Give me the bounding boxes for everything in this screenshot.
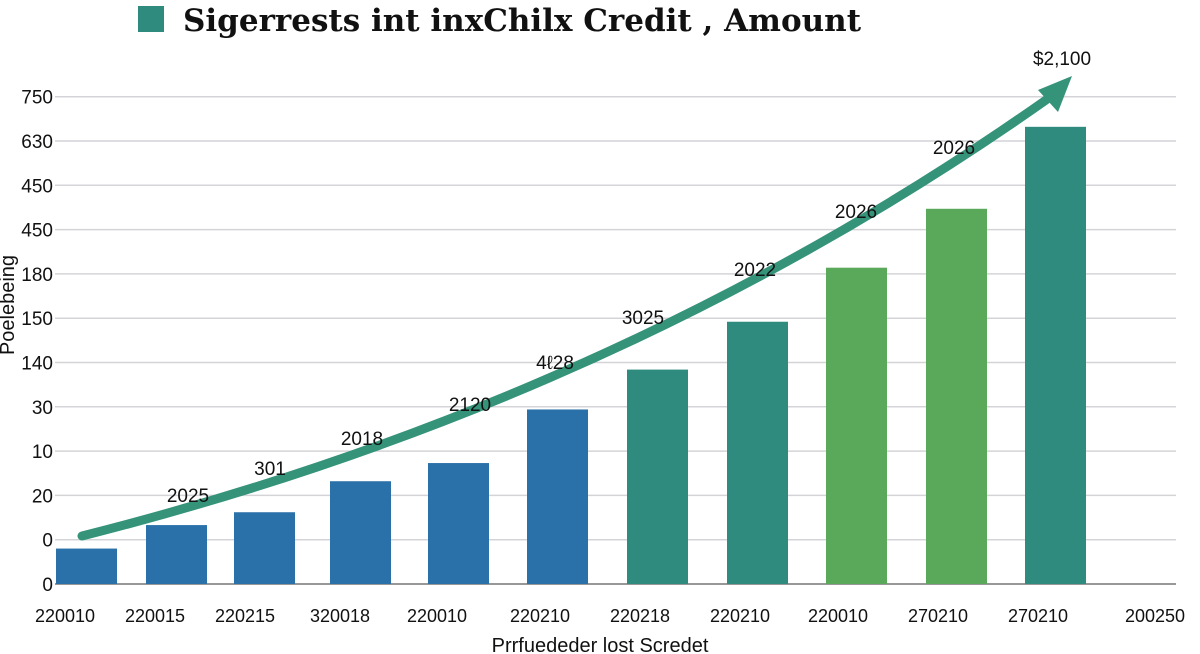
bar [527,409,588,584]
y-tick-label: 0 [42,575,53,596]
y-tick-label: 0 [42,531,53,552]
bar [330,481,391,584]
y-tick-label: 10 [32,442,53,463]
y-tick-label: 750 [21,88,53,109]
data-annotation: 3025 [622,308,664,329]
x-tick-label: 220015 [125,606,185,626]
data-annotation: 2025 [167,486,209,507]
x-tick-label: 320018 [310,606,370,626]
bar [826,267,887,584]
bar [56,548,117,584]
data-annotation: 301 [254,459,286,480]
bar [1025,126,1086,584]
y-axis-label: Poelebeing [0,255,19,355]
bar [428,463,489,584]
y-tick-label: 450 [21,176,53,197]
bar [727,321,788,584]
bar [926,208,987,585]
y-tick-label: 180 [21,265,53,286]
data-annotation: 2022 [734,260,776,281]
bar [146,525,207,584]
trend-arrowhead [1038,76,1072,112]
data-annotation: 2026 [933,138,975,159]
y-tick-label: 20 [32,486,53,507]
x-tick-label: 220010 [808,606,868,626]
data-annotation: 2120 [449,395,491,416]
chart-title: Sigerrests int inxChilx Credit , Amount [183,3,862,39]
y-tick-label: 150 [21,309,53,330]
x-tick-label: 220010 [407,606,467,626]
x-tick-label: 270210 [1008,606,1068,626]
bar [627,369,688,584]
x-axis-label: Prrfuededer lost Scredet [492,635,709,654]
x-tick-label: 220010 [35,606,95,626]
data-annotation: $2,100 [1033,49,1091,70]
y-tick-label: 30 [32,398,53,419]
data-annotation: 4ℓ28 [536,353,574,374]
data-annotation: 2026 [835,202,877,223]
y-tick-label: 450 [21,221,53,242]
x-tick-label: 220210 [710,606,770,626]
bar [234,512,295,584]
trend-arrow [77,95,1051,541]
y-tick-label: 630 [21,132,53,153]
x-tick-label: 220218 [610,606,670,626]
x-tick-label: 200250 [1125,606,1185,626]
x-tick-label: 220210 [510,606,570,626]
y-tick-label: 140 [21,354,53,375]
legend-swatch [138,6,164,32]
x-tick-label: 220215 [215,606,275,626]
x-tick-label: 270210 [908,606,968,626]
data-annotation: 2018 [341,429,383,450]
